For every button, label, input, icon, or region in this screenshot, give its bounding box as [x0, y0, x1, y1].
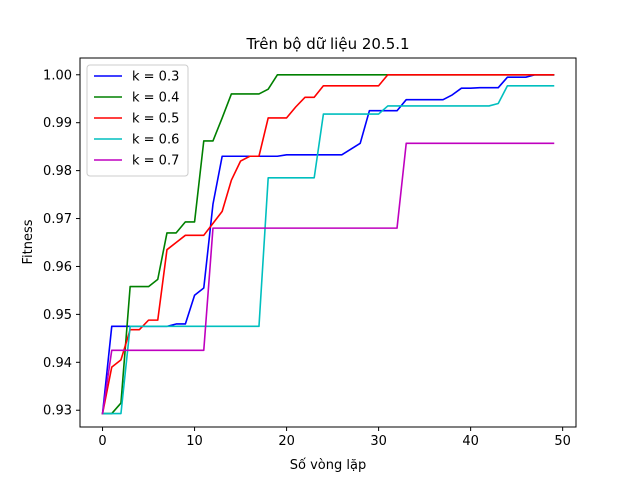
x-tick-label: 40	[462, 434, 479, 449]
y-axis-title: Fitness	[21, 219, 36, 264]
y-tick-label: 0.93	[43, 404, 72, 419]
y-tick-label: 0.97	[43, 212, 72, 227]
legend: k = 0.3 k = 0.4 k = 0.5 k = 0.6 k = 0.7	[86, 64, 189, 177]
x-axis-ticks: 0 10 20 30 40 50	[98, 427, 571, 449]
series-line-1	[101, 73, 555, 415]
legend-label: k = 0.5	[132, 112, 179, 127]
x-axis-title: Số vòng lặp	[290, 458, 366, 473]
x-tick-label: 30	[370, 434, 387, 449]
legend-label: k = 0.4	[132, 91, 179, 106]
y-tick-label: 0.94	[43, 356, 72, 371]
series-line-4	[101, 84, 555, 415]
x-tick-label: 50	[554, 434, 571, 449]
x-tick-label: 0	[98, 434, 106, 449]
legend-label: k = 0.3	[132, 70, 179, 85]
y-axis-ticks: 0.93 0.94 0.95 0.96 0.97 0.98 0.99 1.00	[43, 68, 80, 419]
x-tick-label: 10	[186, 434, 203, 449]
legend-label: k = 0.7	[132, 154, 179, 169]
y-tick-label: 0.95	[43, 308, 72, 323]
y-tick-label: 0.99	[43, 116, 72, 131]
y-tick-label: 0.98	[43, 164, 72, 179]
series-layer	[101, 73, 555, 415]
legend-label: k = 0.6	[132, 133, 179, 148]
y-tick-label: 1.00	[43, 68, 72, 83]
chart-title: Trên bộ dữ liệu 20.5.1	[245, 35, 409, 53]
plot-frame	[79, 57, 577, 428]
series-line-5	[101, 142, 555, 415]
series-line-3	[101, 73, 555, 415]
y-tick-label: 0.96	[43, 260, 72, 275]
legend-box	[86, 64, 189, 177]
x-tick-label: 20	[278, 434, 295, 449]
